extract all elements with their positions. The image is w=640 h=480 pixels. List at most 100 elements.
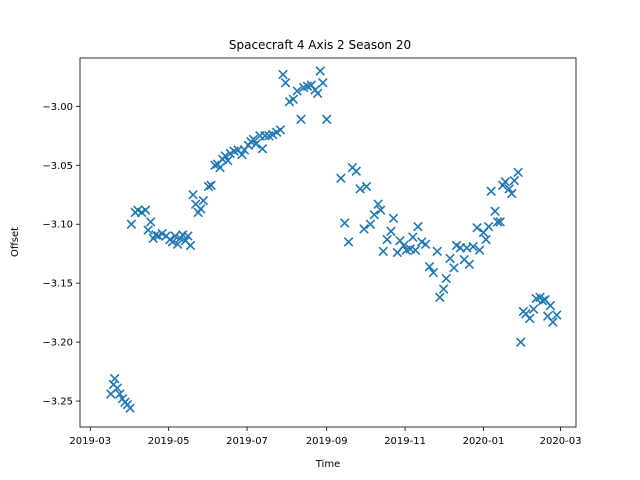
data-point (251, 139, 261, 149)
data-point (172, 239, 183, 250)
data-point (167, 237, 178, 247)
data-points (106, 66, 562, 413)
data-point (472, 222, 482, 233)
data-point (112, 383, 123, 393)
data-point (445, 253, 455, 264)
data-point (373, 199, 383, 209)
data-point (515, 337, 526, 347)
data-point (196, 204, 206, 214)
data-point (361, 181, 372, 192)
x-tick-label: 2019-11 (384, 436, 426, 447)
data-point (468, 241, 478, 252)
data-point (145, 217, 156, 227)
data-point (441, 273, 451, 284)
data-point (183, 231, 193, 241)
data-point (185, 240, 196, 251)
data-point (275, 125, 286, 135)
data-point (490, 206, 500, 217)
data-point (170, 231, 180, 241)
x-axis-label: Time (315, 459, 340, 470)
data-point (198, 195, 209, 206)
data-point (438, 284, 449, 294)
data-point (382, 234, 392, 245)
data-point (495, 217, 505, 227)
data-point (210, 160, 220, 171)
data-point (248, 134, 259, 145)
x-axis: 2019-03 2019-05 2019-07 2019-09 2019-11 2020-… (69, 427, 581, 447)
data-point (318, 77, 328, 88)
data-point (509, 175, 520, 186)
x-tick-label: 2020-03 (540, 436, 582, 447)
data-point (435, 292, 445, 303)
data-point (410, 245, 421, 255)
data-point (486, 186, 496, 196)
y-tick-label: −3.00 (42, 102, 73, 113)
data-point (432, 246, 442, 257)
data-point (260, 131, 270, 141)
chart-title: Spacecraft 4 Axis 2 Season 20 (229, 38, 411, 52)
data-point (500, 177, 511, 187)
data-point (278, 69, 288, 80)
data-point (115, 389, 125, 399)
data-point (351, 166, 362, 176)
data-point (312, 88, 323, 99)
data-point (215, 162, 225, 173)
data-point (188, 189, 198, 200)
plot-frame (79, 57, 577, 428)
data-point (375, 205, 386, 215)
y-tick-label: −3.10 (42, 220, 73, 231)
data-point (413, 221, 423, 232)
data-point (464, 259, 475, 270)
data-point (551, 310, 562, 320)
data-point (506, 188, 517, 199)
data-point (369, 210, 380, 220)
data-point (343, 237, 354, 247)
data-point (399, 240, 409, 251)
data-point (237, 149, 247, 160)
data-point (424, 261, 435, 272)
data-point (537, 296, 548, 306)
data-point (524, 313, 535, 324)
x-tick-label: 2019-09 (306, 436, 348, 447)
data-point (321, 114, 332, 125)
y-tick-label: −3.20 (42, 338, 73, 349)
data-point (336, 173, 346, 184)
data-point (315, 66, 326, 76)
data-point (292, 86, 302, 96)
x-tick-label: 2020-01 (463, 436, 505, 447)
data-point (548, 317, 558, 327)
y-axis: −3.00 −3.05 −3.10 −3.15 −3.20 −3.25 (42, 102, 80, 408)
data-point (449, 263, 459, 273)
data-point (528, 304, 539, 314)
y-axis-label: Offset (10, 227, 21, 257)
data-point (474, 245, 485, 255)
data-point (223, 155, 233, 166)
data-point (126, 219, 137, 229)
data-point (504, 184, 514, 194)
data-point (288, 94, 299, 105)
data-point (388, 213, 399, 224)
data-point (483, 221, 494, 232)
data-point (513, 167, 523, 178)
data-point (339, 218, 350, 228)
data-point (359, 224, 369, 234)
data-point (143, 225, 153, 235)
data-point (220, 151, 230, 161)
data-point (378, 246, 389, 257)
data-point (203, 181, 214, 192)
x-tick-label: 2019-05 (148, 436, 190, 447)
x-tick-label: 2019-07 (226, 436, 268, 447)
data-point (280, 77, 291, 88)
data-point (386, 226, 396, 237)
data-point (206, 180, 216, 191)
x-tick-label: 2019-03 (69, 436, 111, 447)
data-point (408, 232, 418, 242)
data-point (296, 114, 306, 125)
data-point (125, 403, 135, 413)
data-point (140, 205, 151, 215)
data-point (545, 300, 556, 311)
data-point (365, 219, 376, 229)
data-point (257, 144, 268, 154)
data-point (428, 267, 439, 278)
